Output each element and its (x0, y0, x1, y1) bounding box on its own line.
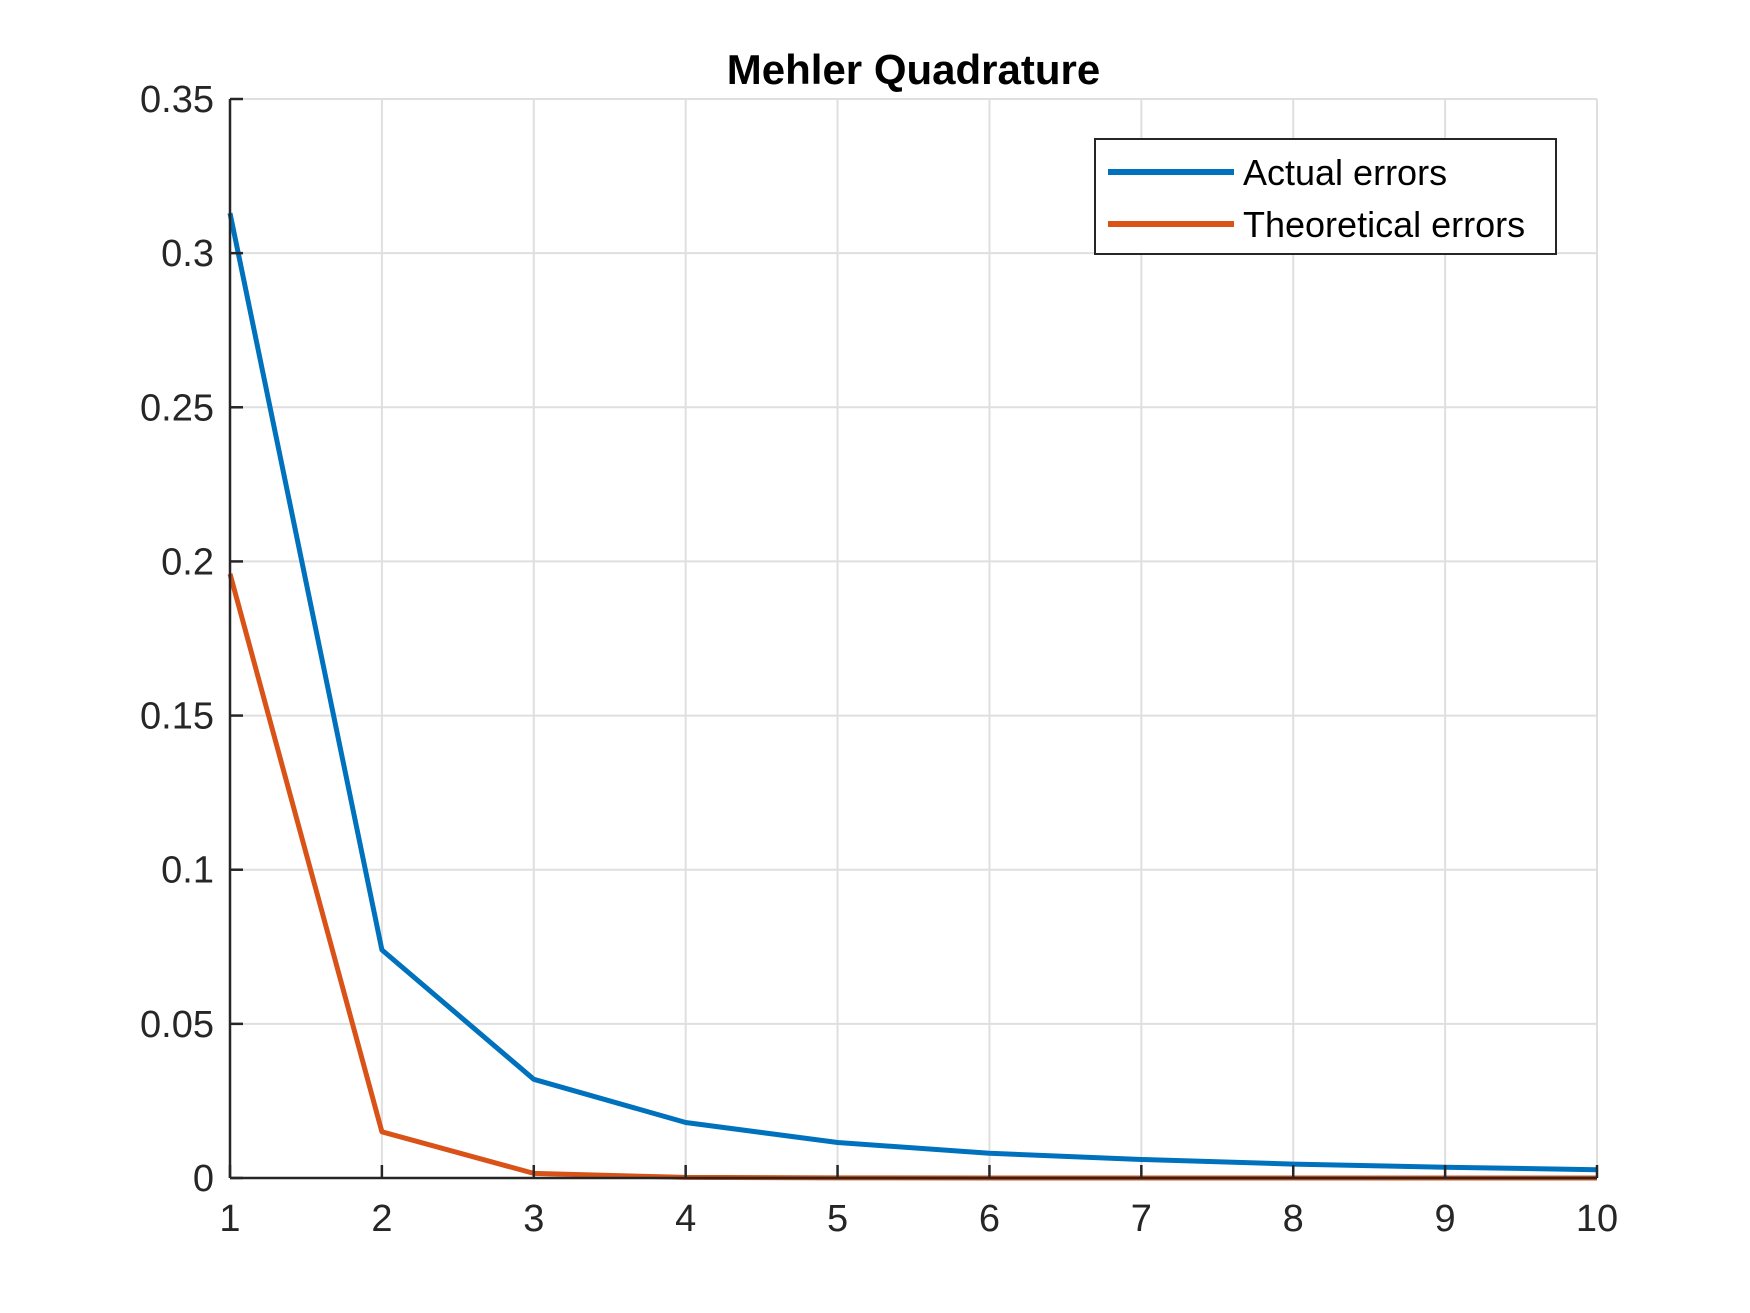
x-tick-label: 3 (523, 1198, 544, 1240)
x-tick-label: 4 (675, 1198, 696, 1240)
legend-label-actual-errors: Actual errors (1243, 152, 1447, 193)
y-tick-label: 0.05 (140, 1004, 214, 1046)
x-ticks: 1 2 3 4 5 6 7 8 9 10 (219, 1165, 1618, 1240)
axes (228, 99, 1597, 1180)
legend-label-theoretical-errors: Theoretical errors (1243, 204, 1525, 245)
x-tick-label: 6 (979, 1198, 1000, 1240)
y-ticks: 0 0.05 0.1 0.15 0.2 0.25 0.3 0.35 (140, 79, 243, 1200)
x-tick-label: 9 (1435, 1198, 1456, 1240)
chart-title: Mehler Quadrature (727, 46, 1100, 93)
grid (230, 98, 1598, 1178)
legend: Actual errors Theoretical errors (1094, 138, 1557, 255)
x-tick-label: 5 (827, 1198, 848, 1240)
plot-area (230, 99, 1597, 1178)
y-tick-label: 0.35 (140, 79, 214, 121)
legend-box (1094, 138, 1557, 255)
series-line-actual-errors (227, 212, 1598, 1173)
y-tick-label: 0.2 (161, 541, 214, 583)
x-tick-label: 2 (371, 1198, 392, 1240)
x-tick-label: 10 (1576, 1198, 1618, 1240)
y-tick-label: 0.15 (140, 696, 214, 738)
x-tick-label: 7 (1131, 1198, 1152, 1240)
y-tick-label: 0 (193, 1158, 214, 1200)
y-tick-label: 0.25 (140, 387, 214, 429)
y-tick-label: 0.3 (161, 233, 214, 275)
x-tick-label: 1 (219, 1198, 240, 1240)
x-tick-label: 8 (1283, 1198, 1304, 1240)
y-tick-label: 0.1 (161, 850, 214, 892)
